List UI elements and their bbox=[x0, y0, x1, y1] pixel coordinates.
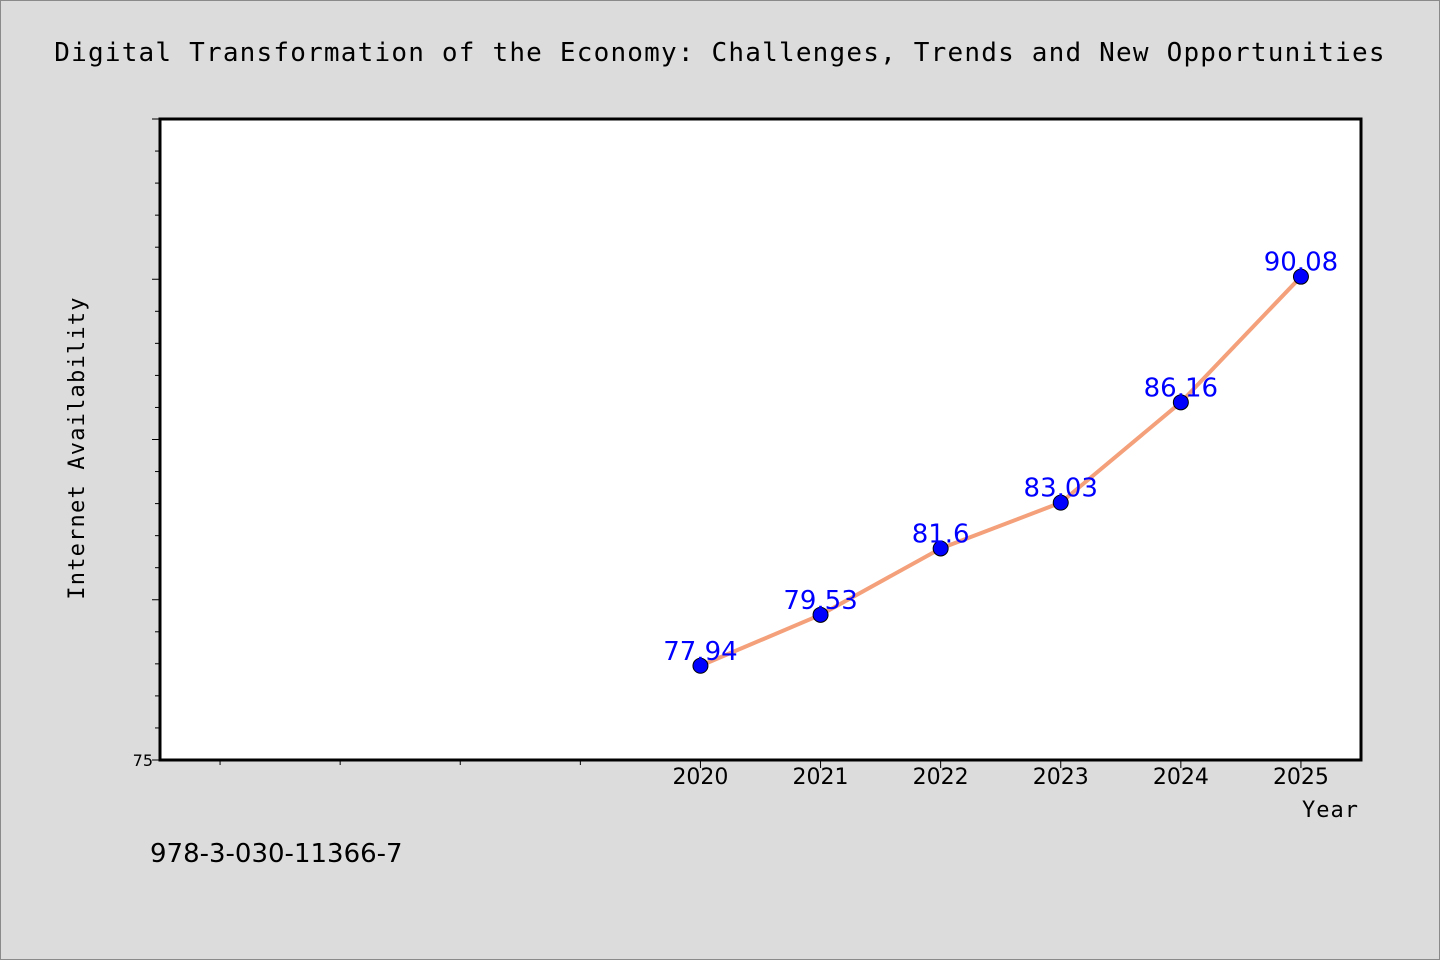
series-line bbox=[698, 274, 1303, 668]
plot-border bbox=[158, 117, 1363, 762]
data-point bbox=[1172, 394, 1189, 411]
x-tick-label: 2023 bbox=[1033, 765, 1089, 790]
y-tick-label: 75 bbox=[133, 751, 153, 770]
x-tick-label: 2020 bbox=[672, 765, 728, 790]
x-tick-label: 2022 bbox=[913, 765, 969, 790]
data-point bbox=[1292, 268, 1309, 285]
data-point bbox=[1052, 494, 1069, 511]
x-axis-label: Year bbox=[1302, 798, 1359, 823]
x-tick-label: 2024 bbox=[1153, 765, 1209, 790]
data-label: 83.03 bbox=[1024, 474, 1098, 504]
x-axis-tick-labels: 2020 2021 2022 2023 2024 2025 bbox=[672, 765, 1328, 790]
data-point-markers bbox=[692, 268, 1309, 674]
data-label: 79.53 bbox=[783, 586, 857, 616]
x-tick-label: 2025 bbox=[1273, 765, 1329, 790]
data-label: 81.6 bbox=[912, 519, 970, 549]
data-point bbox=[812, 606, 829, 623]
data-label: 77.94 bbox=[663, 637, 737, 667]
plot-area bbox=[160, 119, 1361, 760]
data-label: 90.08 bbox=[1264, 248, 1338, 278]
y-axis-tick-labels: 75 bbox=[133, 751, 153, 770]
data-labels: 77.94 79.53 81.6 83.03 86.16 90.08 bbox=[663, 248, 1338, 667]
data-label: 86.16 bbox=[1144, 373, 1218, 403]
x-tick-label: 2021 bbox=[793, 765, 849, 790]
data-point bbox=[692, 657, 709, 674]
chart-title: Digital Transformation of the Economy: C… bbox=[54, 38, 1385, 68]
y-axis-label: Internet Availability bbox=[65, 296, 90, 599]
footnote-isbn: 978-3-030-11366-7 bbox=[150, 839, 403, 869]
data-point bbox=[932, 540, 949, 557]
